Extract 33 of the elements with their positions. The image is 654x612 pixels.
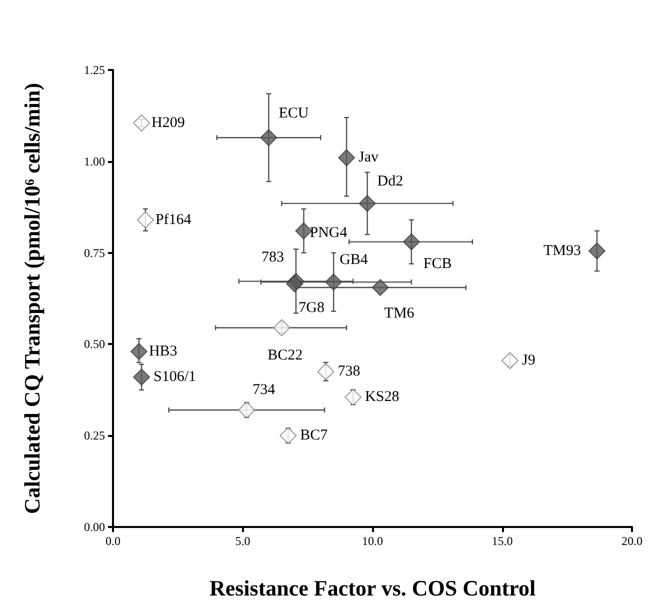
y-tick-label: 0.50 [84,337,105,352]
x-tick-label: 10.0 [362,534,383,548]
x-tick-label: 0.0 [106,534,120,548]
annotation: 734 [252,382,276,398]
annotation: 783 [261,249,284,266]
x-axis-title: Resistance Factor vs. COS Control [209,576,536,600]
y-tick-label: 1.25 [84,63,105,77]
x-tick-label: 20.0 [622,534,642,548]
annotation: H209 [152,115,185,132]
x-tick-label: 15.0 [492,534,513,548]
y-tick-label: 0.00 [84,520,105,534]
y-tick-label: 0.75 [84,246,105,260]
x-tick-label: 5.0 [235,534,250,548]
annotation: S106/1 [154,369,196,386]
annotation: 738 [338,364,360,380]
annotation: FCB [423,256,452,272]
y-tick-label: 1.00 [84,154,105,168]
annotation: BC22 [268,348,303,364]
annotation: ECU [278,106,309,122]
annotation: J9 [522,352,536,369]
annotation: TM6 [384,306,415,322]
annotation: HB3 [148,344,178,360]
annotation: GB4 [340,252,368,268]
annotation: Dd2 [377,173,404,190]
annotation: TM93 [543,242,581,259]
annotation: PNG4 [310,224,348,241]
annotation: KS28 [365,389,400,406]
y-axis-title: Calculated CQ Transport (pmol/10⁶ cells/min) [20,82,44,514]
annotation: 7G8 [298,300,324,316]
annotation: Pf164 [155,212,192,228]
annotation: BC7 [300,428,328,444]
y-tick-label: 0.25 [84,428,105,443]
annotation: Jav [358,150,380,166]
